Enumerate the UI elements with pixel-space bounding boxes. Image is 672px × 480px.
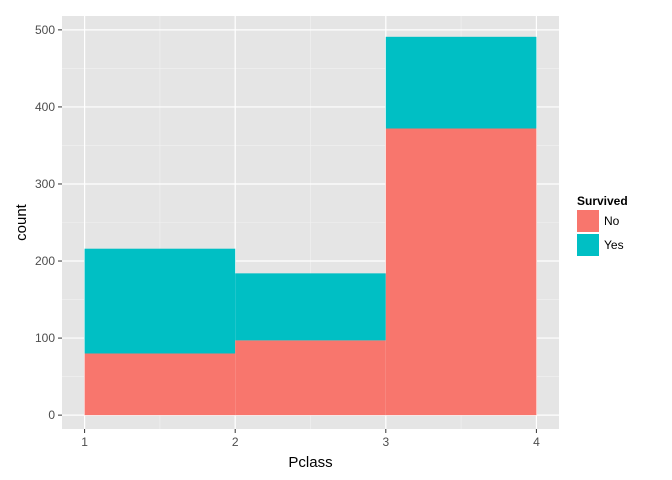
x-tick-label: 3 xyxy=(382,435,389,449)
y-axis-ticks: 0 100 200 300 400 500 xyxy=(35,23,62,422)
y-tick-label: 400 xyxy=(35,100,55,114)
bars xyxy=(84,36,537,416)
legend-key-yes xyxy=(577,234,599,256)
legend-label-no: No xyxy=(604,214,620,228)
legend-key-no xyxy=(577,210,599,232)
y-tick-label: 0 xyxy=(48,408,55,422)
y-tick-label: 500 xyxy=(35,23,55,37)
legend-title: Survived xyxy=(577,194,628,208)
legend-label-yes: Yes xyxy=(604,238,624,252)
x-axis-ticks: 1 2 3 4 xyxy=(81,429,540,449)
bar-yes-3 xyxy=(385,36,537,129)
bar-yes-1 xyxy=(84,248,236,354)
x-tick-label: 4 xyxy=(533,435,540,449)
x-tick-label: 1 xyxy=(81,435,88,449)
bar-no-3 xyxy=(385,128,537,416)
y-tick-label: 200 xyxy=(35,254,55,268)
x-tick-label: 2 xyxy=(232,435,239,449)
bar-no-2 xyxy=(235,340,386,416)
bar-no-1 xyxy=(84,353,236,416)
y-tick-label: 100 xyxy=(35,331,55,345)
legend: Survived No Yes xyxy=(577,194,628,256)
legend-items: No Yes xyxy=(577,210,624,256)
y-axis-title: count xyxy=(13,203,30,241)
bar-yes-2 xyxy=(235,273,386,341)
x-axis-title: Pclass xyxy=(288,454,332,471)
y-tick-label: 300 xyxy=(35,177,55,191)
